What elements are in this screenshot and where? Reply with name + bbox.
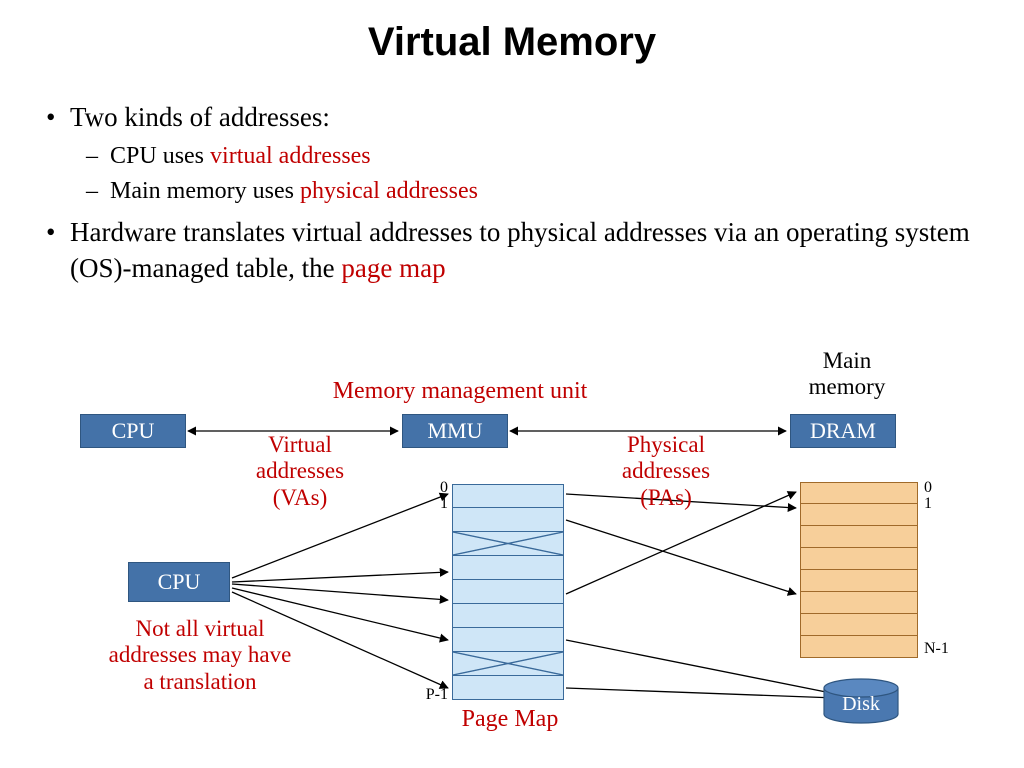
bullet-2-red: page map [341,253,445,283]
dram-row [800,526,918,548]
disk-label: Disk [842,693,880,715]
dr-idx-1: 1 [924,495,932,512]
va-l2: addresses [256,458,344,483]
no-translation-caption: Not all virtual addresses may have a tra… [70,616,330,695]
diagram-area: CPU MMU DRAM Memory management unit Main… [0,340,1024,768]
slide: Virtual Memory Two kinds of addresses: C… [0,0,1024,768]
nt-l2: addresses may have [109,642,292,667]
bullet-list: Two kinds of addresses: CPU uses virtual… [46,100,986,292]
page-map-row [452,508,564,532]
dr-idx-0: 0 [924,479,932,496]
page-map-row [452,676,564,700]
pa-l2: addresses [622,458,710,483]
bullet-1b: Main memory uses physical addresses [86,176,986,207]
page-map-row [452,532,564,556]
mmu-caption-text: Memory management unit [333,378,588,404]
disk-shape: Disk [822,678,900,720]
cpu-bottom-box: CPU [128,562,230,602]
dram-row [800,614,918,636]
mmu-box: MMU [402,414,508,448]
slide-title: Virtual Memory [0,20,1024,65]
va-l3: (VAs) [273,485,328,510]
bullet-1a-pre: CPU uses [110,143,210,169]
pm-idx-0: 0 [440,479,448,496]
main-mem-l2: memory [809,374,886,399]
va-caption: Virtual addresses (VAs) [210,432,390,511]
dram-row [800,504,918,526]
pa-l1: Physical [627,432,705,457]
pa-l3: (PAs) [640,485,692,510]
page-map-table [452,484,564,700]
pm-idx-1: 1 [440,495,448,512]
page-map-row [452,628,564,652]
pm-idx-0-1: 0 1 [430,480,448,512]
page-map-row [452,556,564,580]
dram-label-text: DRAM [810,418,876,444]
dr-idx-0-1: 0 1 [924,480,932,512]
mmu-caption: Memory management unit [260,378,660,405]
dram-row [800,570,918,592]
va-l1: Virtual [268,432,332,457]
cpu-bottom-label: CPU [158,569,201,595]
bullet-1-text: Two kinds of addresses: [70,102,330,132]
mmu-label-text: MMU [427,418,482,444]
main-mem-l1: Main [823,348,872,373]
page-map-row [452,580,564,604]
dram-row [800,548,918,570]
main-memory-caption: Main memory [782,348,912,401]
dram-row [800,482,918,504]
bullet-1b-pre: Main memory uses [110,178,300,204]
page-map-row [452,484,564,508]
bullet-1a: CPU uses virtual addresses [86,141,986,172]
page-map-row [452,652,564,676]
bullet-2: Hardware translates virtual addresses to… [46,215,986,285]
dram-box: DRAM [790,414,896,448]
page-map-row [452,604,564,628]
page-map-caption: Page Map [420,706,600,733]
bullet-1b-red: physical addresses [300,178,478,204]
cpu-top-box: CPU [80,414,186,448]
dram-row [800,592,918,614]
bullet-1a-red: virtual addresses [210,143,371,169]
pa-caption: Physical addresses (PAs) [566,432,766,511]
dram-row [800,636,918,658]
cpu-top-label: CPU [112,418,155,444]
bullet-2-pre: Hardware translates virtual addresses to… [70,217,970,282]
nt-l3: a translation [143,669,256,694]
dr-idx-n1: N-1 [924,640,949,658]
pm-idx-p1: P-1 [412,686,448,704]
nt-l1: Not all virtual [135,616,264,641]
bullet-1: Two kinds of addresses: [46,100,986,135]
dram-table [800,482,918,658]
